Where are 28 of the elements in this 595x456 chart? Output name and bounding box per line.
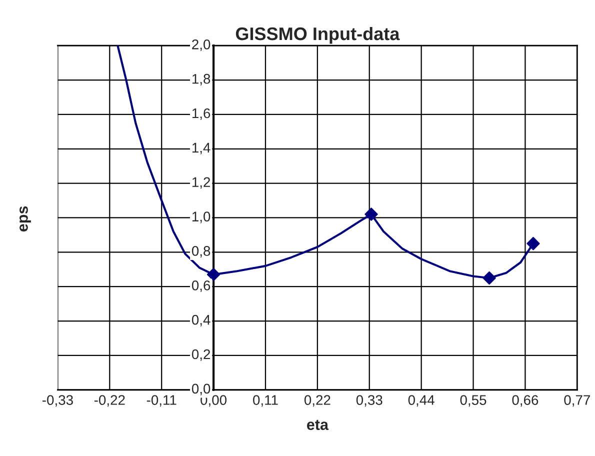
x-tick-label: 0,44 <box>408 395 434 407</box>
point <box>206 268 220 282</box>
y-tick-label: 2,0 <box>192 39 210 51</box>
y-tick-label: 0,6 <box>192 280 210 292</box>
x-tick-label: 0,66 <box>512 395 538 407</box>
x-tick-label: 0,11 <box>253 395 278 407</box>
y-tick-label: 0,0 <box>192 384 210 396</box>
y-axis-title: eps <box>20 206 31 232</box>
y-tick-label: 1,0 <box>192 212 210 224</box>
y-tick-label: 0,4 <box>192 314 210 326</box>
point <box>526 236 540 250</box>
y-tick-label: 1,6 <box>192 108 210 120</box>
y-tick-label: 1,8 <box>192 74 210 86</box>
x-tick-label: 0,77 <box>564 395 590 407</box>
y-tick-label: 0,2 <box>192 349 210 361</box>
point <box>364 208 378 221</box>
x-tick-label: -0,11 <box>146 395 176 407</box>
x-axis-title: eta <box>306 420 329 430</box>
y-tick-label: 1,4 <box>192 142 210 154</box>
chart-title: GISSMO Input-data <box>236 26 400 44</box>
x-tick-label: 0,33 <box>356 395 382 407</box>
point <box>482 271 496 285</box>
x-tick-label: 0,22 <box>304 395 330 407</box>
x-tick-label: -0,33 <box>42 395 73 407</box>
y-tick-label: 0,8 <box>192 246 210 258</box>
x-tick-label: -0,22 <box>94 395 125 407</box>
y-tick-label: 1,2 <box>192 177 210 189</box>
x-tick-label: 0,55 <box>460 395 486 407</box>
